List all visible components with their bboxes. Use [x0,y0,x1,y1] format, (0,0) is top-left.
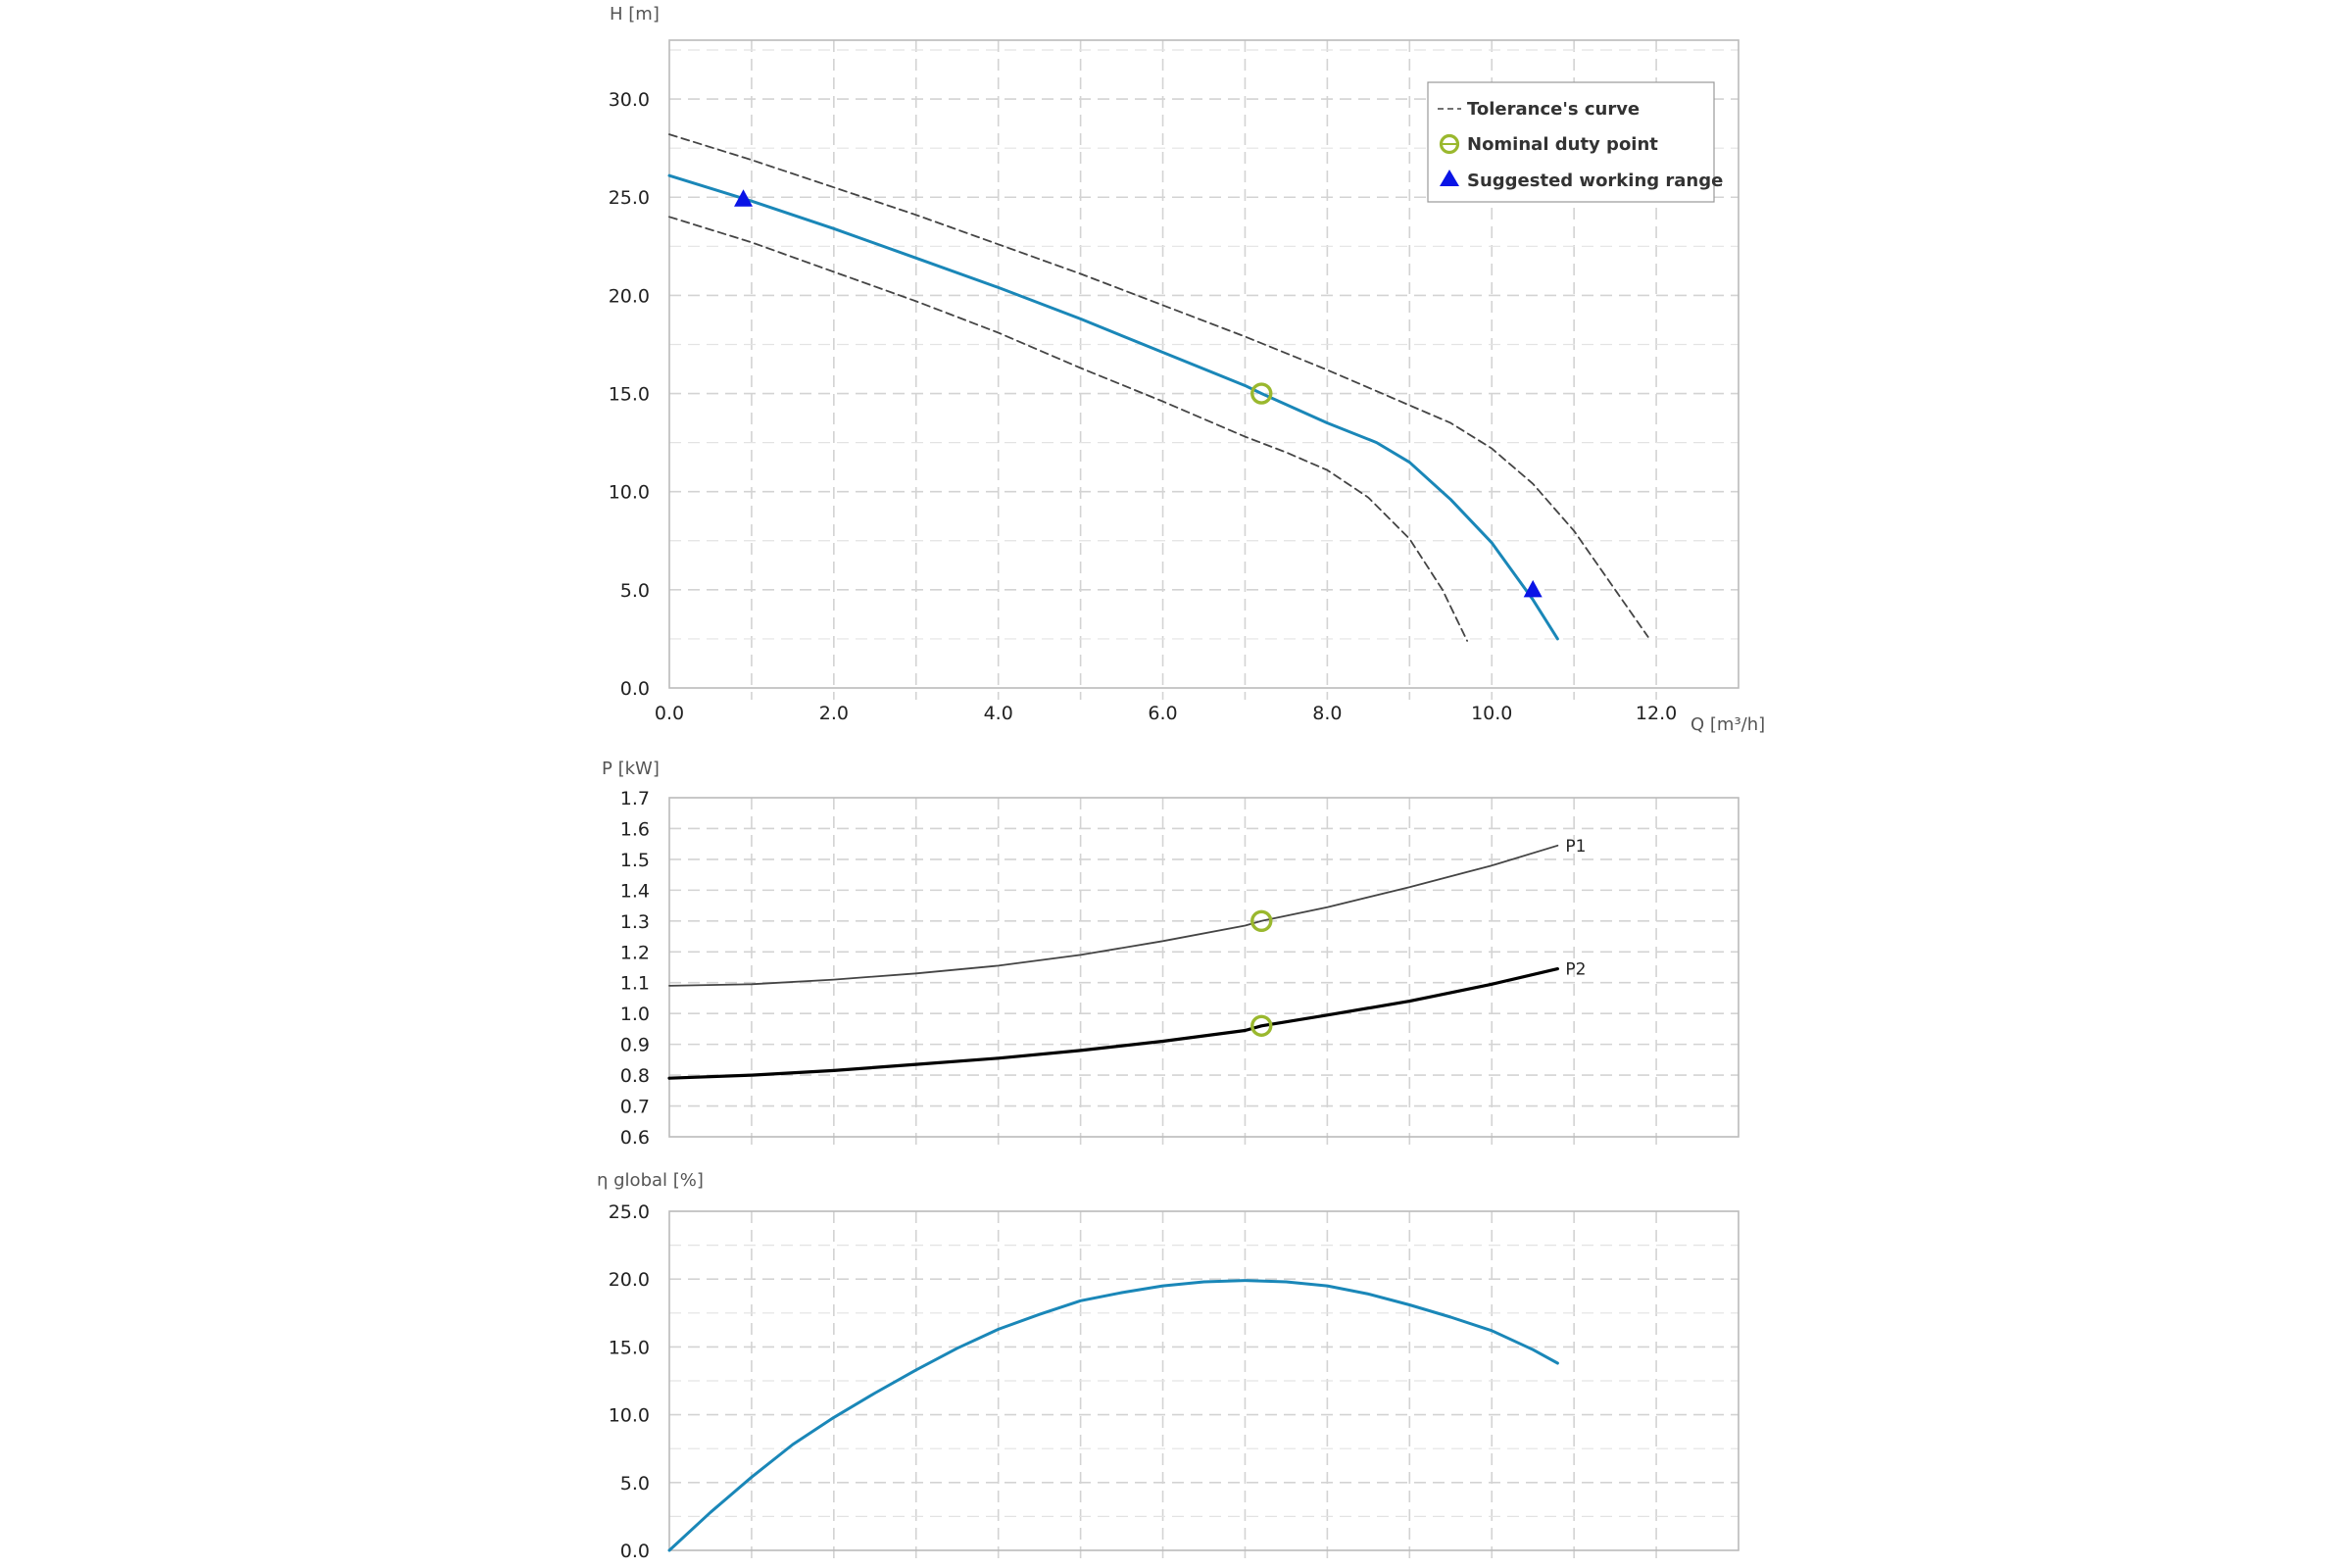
legend-tolerance-label: Tolerance's curve [1467,99,1640,120]
panel-1-xtick-3: 6.0 [1148,703,1177,724]
panel-1-ytick-3: 15.0 [609,384,650,406]
panel-2-ytick-9: 1.5 [620,850,650,871]
panel-1-xtick-4: 8.0 [1312,703,1342,724]
suggested-range-marker-1 [734,189,754,207]
tolerance-curve-2 [668,216,1468,642]
panel-1-xtick-5: 10.0 [1471,703,1512,724]
panel-2-frame [668,797,1740,1138]
panel-3-ytick-2: 10.0 [609,1405,650,1427]
panel-1-ytick-2: 10.0 [609,482,650,504]
head-axis-label: H [m] [610,4,660,24]
marker-layer [734,189,1543,1037]
tolerance-curve-1 [668,133,1649,638]
legend-suggested-label: Suggested working range [1467,171,1723,191]
legend-nominal-label: Nominal duty point [1467,134,1658,155]
power-curve-p2 [667,967,1559,1080]
label-layer: 0.0 5.0 10.0 15.0 20.0 25.0 30.0 0.0 2.0 4.0 6.0 8.… [609,89,1678,1562]
power-curve-label-p1: P1 [1565,837,1586,857]
panel-2-ytick-6: 1.2 [620,942,650,963]
panel-1-ytick-4: 20.0 [609,285,650,307]
panel-3-ytick-5: 25.0 [609,1201,650,1223]
grid-layer [669,40,1739,1562]
legend-nominal-swatch [1439,133,1460,155]
panel-2-ytick-2: 0.8 [620,1065,650,1087]
panel-1-ytick-5: 25.0 [609,187,650,209]
panel-1-ytick-0: 0.0 [620,678,650,700]
panel-1-ytick-6: 30.0 [609,89,650,111]
power-curve-label-p2: P2 [1565,960,1586,980]
panel-1-frame [668,39,1740,689]
efficiency-curve [667,1279,1559,1552]
panel-2-ytick-10: 1.6 [620,818,650,840]
panel-2-ytick-5: 1.1 [620,973,650,995]
power-axis-label: P [kW] [602,759,660,779]
panel-1-xtick-0: 0.0 [655,703,684,724]
legend: Tolerance's curve Nominal duty point Sug… [1427,81,1723,203]
panel-3-frame [668,1210,1740,1551]
efficiency-axis-label: η global [%] [597,1170,704,1191]
frame-layer [668,39,1740,1551]
panel-3-ytick-0: 0.0 [620,1541,650,1562]
panel-2-ytick-8: 1.4 [620,880,650,902]
panel-2-ytick-4: 1.0 [620,1004,650,1025]
panel-2-ytick-7: 1.3 [620,911,650,933]
panel-2-ytick-3: 0.9 [620,1035,650,1056]
curve-layer [667,133,1649,1552]
panel-2-ytick-0: 0.6 [620,1127,650,1149]
flow-axis-label: Q [m³/h] [1690,714,1765,735]
head-nominal-duty-point [1250,382,1273,405]
panel-2-ytick-1: 0.7 [620,1097,650,1118]
panel-1-xtick-1: 2.0 [819,703,849,724]
panel-1-xtick-6: 12.0 [1636,703,1677,724]
panel-3-ytick-1: 5.0 [620,1473,650,1494]
panel-3-ytick-4: 20.0 [609,1269,650,1291]
legend-box [1427,81,1715,203]
legend-suggested-swatch [1440,170,1459,186]
panel-2-ytick-11: 1.7 [620,788,650,809]
power-nominal-duty-point-1 [1250,909,1273,933]
power-curve-p1 [668,844,1559,987]
panel-3-ytick-3: 15.0 [609,1337,650,1358]
panel-1-xtick-2: 4.0 [984,703,1013,724]
power-nominal-duty-point-2 [1250,1014,1273,1037]
suggested-range-marker-2 [1523,579,1543,598]
head-curve [667,173,1559,641]
panel-1-ytick-1: 5.0 [620,580,650,602]
